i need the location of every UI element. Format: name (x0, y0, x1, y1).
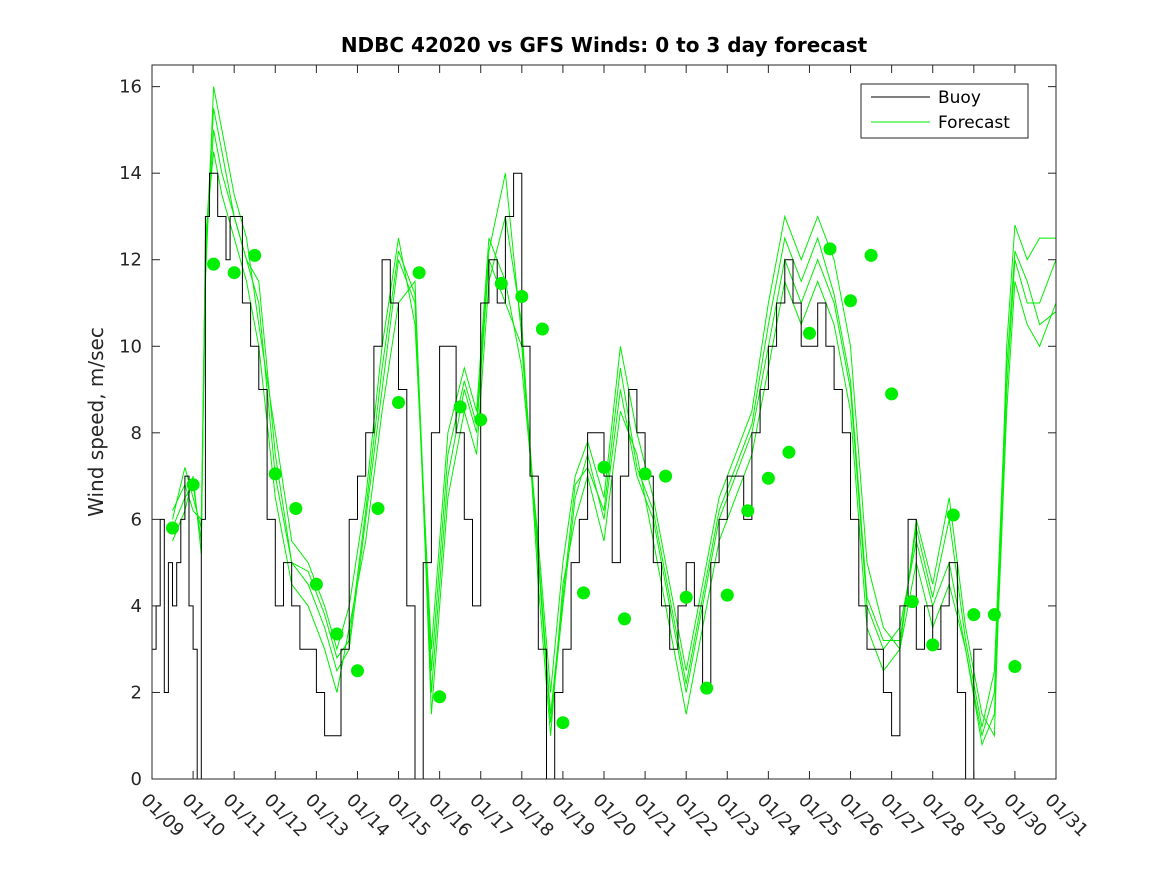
legend-label-buoy: Buoy (938, 88, 981, 108)
analysis-point (967, 608, 981, 622)
x-tick-label: 01/27 (876, 790, 928, 842)
analysis-point (351, 664, 364, 678)
analysis-point (392, 396, 405, 409)
analysis-point (227, 266, 241, 280)
analysis-point (659, 469, 673, 483)
x-tick-label: 01/10 (178, 790, 230, 842)
x-tick-label: 01/31 (1040, 790, 1092, 842)
analysis-point (618, 612, 631, 626)
analysis-point (186, 478, 200, 492)
y-tick-label: 14 (119, 163, 142, 184)
x-tick-label: 01/24 (753, 790, 805, 842)
analysis-point (268, 467, 282, 481)
analysis-point (577, 586, 590, 600)
analysis-point (823, 242, 837, 256)
y-tick-label: 10 (119, 336, 142, 357)
x-tick-label: 01/30 (999, 790, 1051, 842)
plot-area (152, 65, 1056, 779)
x-tick-label: 01/18 (506, 790, 558, 842)
analysis-point (782, 445, 796, 459)
x-tick-label: 01/17 (465, 790, 517, 842)
y-tick-label: 4 (131, 596, 142, 617)
x-tick-label: 01/14 (342, 790, 394, 842)
analysis-point (453, 400, 467, 414)
x-tick-label: 01/11 (219, 790, 271, 842)
analysis-point (556, 716, 570, 730)
analysis-point (207, 257, 221, 271)
analysis-point (535, 322, 549, 336)
analysis-point (679, 590, 693, 604)
buoy-line (152, 172, 982, 780)
legend-box (860, 83, 1029, 139)
legend-label-forecast: Forecast (938, 113, 1010, 133)
legend: Buoy Forecast (860, 83, 1029, 139)
analysis-point (741, 504, 755, 518)
analysis-point (494, 277, 508, 290)
buoy-series-group (152, 172, 982, 780)
x-tick-label: 01/25 (794, 790, 846, 842)
x-tick-label: 01/20 (588, 790, 640, 842)
y-axis-ticks: 0 2 4 6 8 10 12 14 16 (119, 77, 1056, 790)
x-tick-label: 01/21 (630, 790, 682, 842)
analysis-point (371, 502, 385, 515)
chart-title: NDBC 42020 vs GFS Winds: 0 to 3 day fore… (341, 33, 868, 57)
x-tick-label: 01/13 (301, 790, 353, 842)
analysis-point (412, 266, 426, 280)
x-tick-label: 01/12 (260, 790, 312, 842)
analysis-point (864, 248, 878, 262)
analysis-point (700, 681, 714, 695)
analysis-point (803, 326, 816, 340)
analysis-point (946, 508, 960, 522)
x-tick-label: 01/16 (424, 790, 476, 842)
x-tick-label: 01/28 (917, 790, 969, 842)
analysis-point (474, 413, 488, 427)
analysis-point (885, 387, 899, 401)
y-tick-label: 12 (119, 250, 142, 271)
y-tick-label: 16 (119, 77, 142, 98)
forecast-line-3 (172, 151, 1057, 747)
y-tick-label: 0 (131, 769, 142, 790)
x-tick-label: 01/26 (835, 790, 887, 842)
x-tick-label: 01/09 (136, 790, 188, 842)
x-tick-label: 01/15 (383, 790, 435, 842)
analysis-points-group (166, 242, 1022, 730)
analysis-point (597, 460, 611, 474)
analysis-point (638, 467, 652, 481)
y-axis-label: Wind speed, m/sec (84, 327, 108, 517)
y-tick-label: 8 (131, 423, 142, 444)
analysis-point (515, 290, 529, 303)
forecast-line-2 (172, 86, 1056, 738)
analysis-point (720, 588, 734, 602)
analysis-point (289, 502, 303, 515)
x-tick-label: 01/23 (712, 790, 764, 842)
analysis-point (166, 521, 179, 535)
x-tick-label: 01/19 (547, 790, 599, 842)
analysis-point (309, 577, 323, 591)
analysis-point (905, 595, 919, 609)
analysis-point (330, 627, 344, 641)
analysis-point (248, 248, 262, 262)
analysis-point (926, 638, 940, 652)
y-tick-label: 6 (131, 509, 142, 530)
x-tick-label: 01/29 (958, 790, 1010, 842)
analysis-point (433, 690, 447, 704)
analysis-point (844, 294, 857, 308)
analysis-point (987, 608, 1001, 622)
y-tick-label: 2 (131, 682, 142, 703)
analysis-point (761, 471, 775, 485)
analysis-point (1008, 660, 1022, 673)
x-tick-label: 01/22 (671, 790, 723, 842)
